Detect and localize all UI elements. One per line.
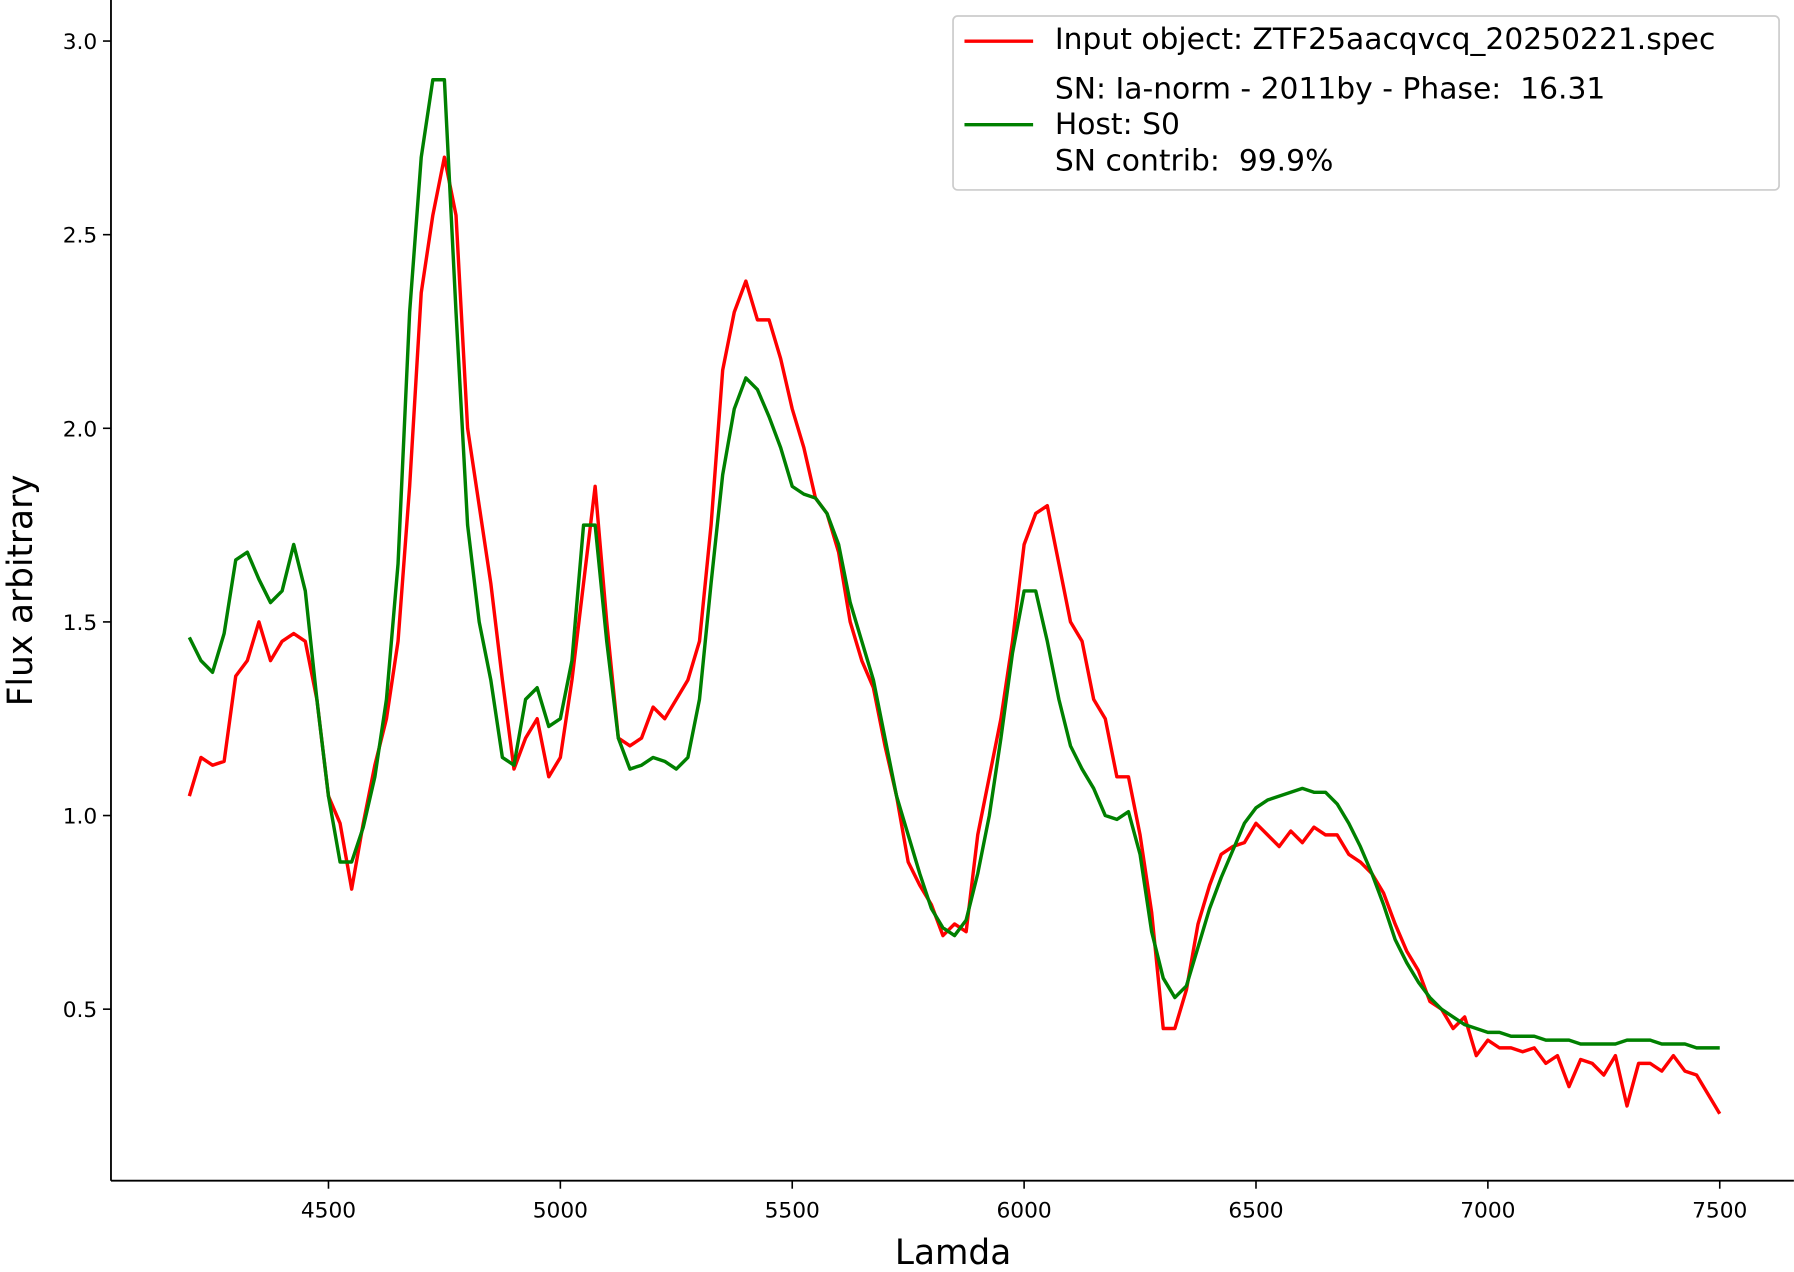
x-tick-label: 6500 [1228,1198,1283,1223]
x-tick-label: 4500 [301,1198,356,1223]
y-axis-label: Flux arbitrary [1,475,41,707]
x-tick-label: 7000 [1460,1198,1515,1223]
x-axis-label: Lamda [895,1233,1011,1272]
series-line [187,78,1720,1050]
x-tick-label: 6000 [996,1198,1051,1223]
y-tick-label: 2.0 [63,417,98,442]
y-tick-label: 1.5 [63,611,98,636]
x-tick-label: 5500 [765,1198,820,1223]
legend-label: Input object: ZTF25aacqvcq_20250221.spec [1054,23,1716,58]
series-line [187,155,1722,1115]
x-tick-label: 7500 [1692,1198,1747,1223]
legend-label: SN: Ia-norm - 2011by - Phase: 16.31 Host… [1054,71,1606,179]
y-tick-label: 2.5 [63,224,98,249]
y-tick-label: 1.0 [63,805,98,830]
y-tick-label: 3.0 [63,30,98,55]
legend-box [952,15,1780,191]
x-tick-label: 5000 [533,1198,588,1223]
y-tick-label: 0.5 [63,998,98,1023]
